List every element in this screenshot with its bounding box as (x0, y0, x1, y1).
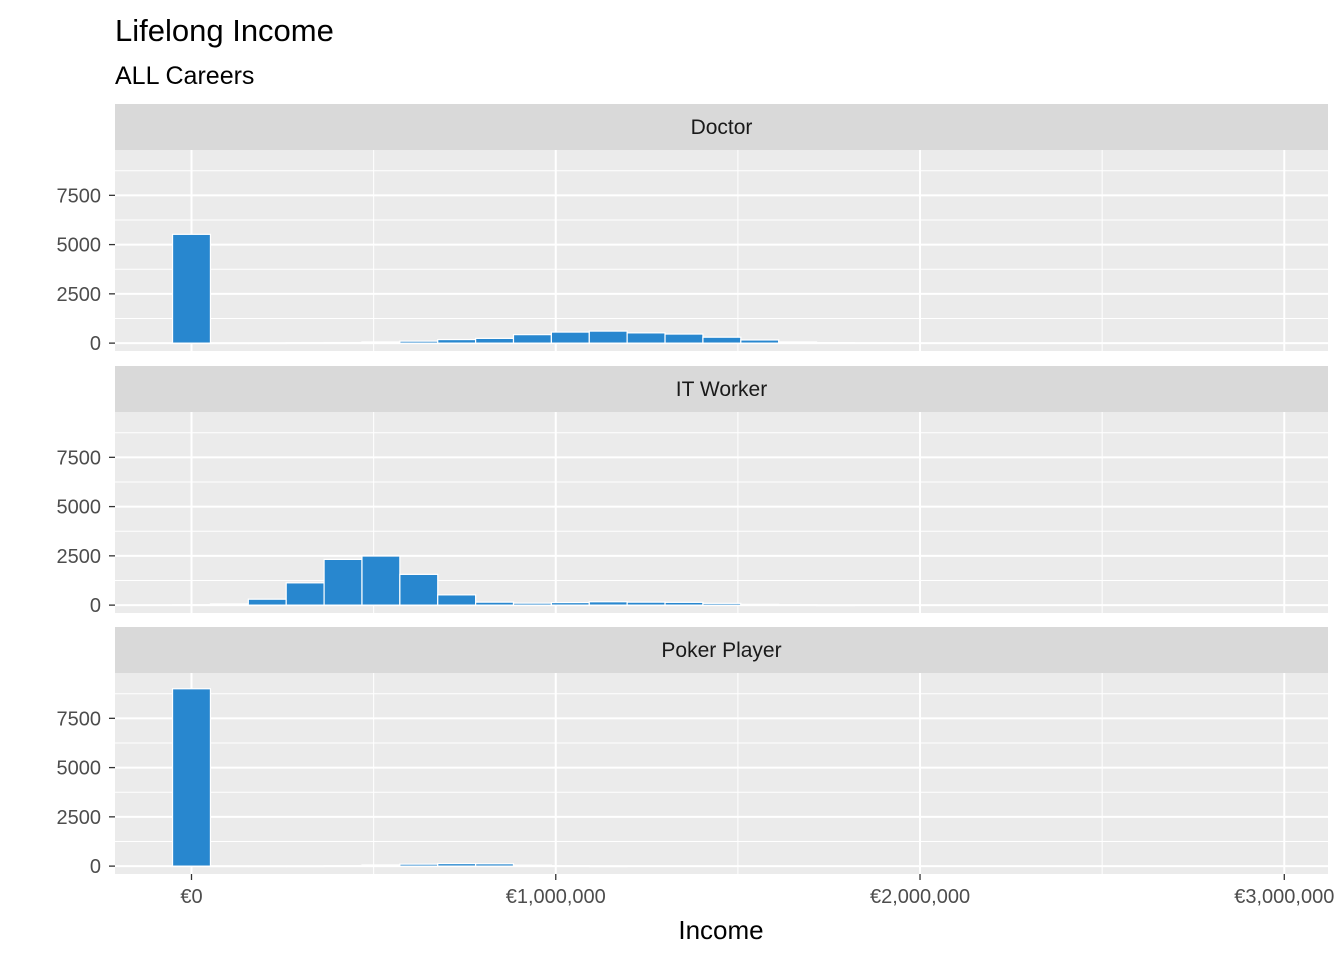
panel-background (115, 412, 1328, 613)
histogram-bar (664, 601, 704, 606)
facet-strip-label: Doctor (691, 116, 753, 139)
histogram-bar (475, 863, 515, 867)
histogram-bar (626, 332, 666, 344)
y-tick-label: 2500 (57, 284, 102, 306)
facet-strip (115, 104, 1328, 150)
histogram-bar (437, 862, 477, 867)
facet-strip-label: Poker Player (661, 639, 781, 662)
histogram-bar (171, 688, 212, 867)
histogram-bar (323, 341, 363, 344)
x-tick-label: €3,000,000 (1234, 886, 1334, 908)
histogram-bar (512, 602, 552, 606)
histogram-bar (247, 342, 287, 345)
histogram-bar (171, 233, 212, 344)
panel-background (115, 673, 1328, 874)
histogram-bar (550, 865, 590, 867)
histogram-bar (323, 558, 363, 606)
x-tick-label: €2,000,000 (870, 886, 970, 908)
histogram-bar (209, 603, 249, 606)
histogram-bar (815, 342, 856, 344)
facet-panel: Doctor 0 2500 5000 7500 (57, 104, 1328, 355)
x-tick-label: €1,000,000 (506, 886, 606, 908)
x-axis: €0 €1,000,000 €2,000,000 €3,000,000 (180, 874, 1334, 908)
y-tick-label: 2500 (57, 546, 102, 568)
histogram-bar (209, 342, 249, 345)
histogram-bar (209, 865, 249, 868)
histogram-bar (550, 331, 590, 344)
histogram-bar (512, 864, 552, 867)
histogram-bar (285, 865, 325, 868)
histogram-bar (361, 341, 401, 344)
histogram-bar (323, 865, 363, 868)
histogram-bar (778, 604, 818, 606)
y-tick-label: 5000 (57, 235, 102, 257)
x-tick-label: €0 (180, 886, 202, 908)
histogram-bar (588, 330, 628, 344)
histogram-bar (702, 602, 742, 606)
y-tick-label: 0 (90, 595, 101, 617)
histogram-bar (702, 336, 742, 344)
histogram-bar (475, 337, 515, 344)
facet-strip (115, 366, 1328, 412)
histogram-bar (399, 340, 439, 344)
facet-panel: IT Worker 0 2500 5000 7500 (57, 366, 1328, 617)
facet-strip (115, 627, 1328, 673)
y-tick-label: 5000 (57, 497, 102, 519)
facet-panels: Doctor 0 2500 5000 7500 IT Worker 0 2500 5000 750… (57, 104, 1328, 878)
facet-strip-label: IT Worker (676, 378, 767, 401)
histogram-bar (285, 342, 325, 344)
histogram-bar (664, 333, 704, 344)
histogram-bar (361, 555, 401, 606)
histogram-bar (815, 604, 856, 607)
histogram-bar (853, 342, 893, 345)
y-tick-label: 0 (90, 856, 101, 878)
y-tick-label: 2500 (57, 807, 102, 829)
facet-panel: Poker Player 0 2500 5000 7500 (57, 627, 1328, 878)
histogram-bar (437, 338, 477, 344)
histogram-bar (740, 603, 780, 606)
histogram-bar (399, 573, 439, 606)
y-tick-label: 7500 (57, 447, 102, 469)
histogram-bar (778, 341, 818, 344)
histogram-bar (171, 604, 212, 607)
chart-title: Lifelong Income (115, 13, 334, 48)
histogram-bar (437, 594, 477, 606)
y-tick-label: 7500 (57, 708, 102, 730)
histogram-bar (285, 582, 325, 606)
y-tick-label: 0 (90, 333, 101, 355)
histogram-bar (626, 601, 666, 606)
y-tick-label: 7500 (57, 185, 102, 207)
histogram-bar (588, 601, 628, 606)
histogram-bar (247, 598, 287, 606)
chart-subtitle: ALL Careers (115, 62, 254, 90)
histogram-bar (588, 865, 628, 868)
histogram-bar (740, 339, 780, 344)
histogram-bar (399, 863, 439, 867)
panel-background (115, 150, 1328, 351)
y-tick-label: 5000 (57, 758, 102, 780)
x-axis-title: Income (678, 915, 763, 945)
histogram-bar (361, 864, 401, 867)
histogram-bar (475, 601, 515, 606)
histogram-bar (247, 865, 287, 868)
histogram-bar (512, 334, 552, 344)
histogram-bar (550, 601, 590, 606)
